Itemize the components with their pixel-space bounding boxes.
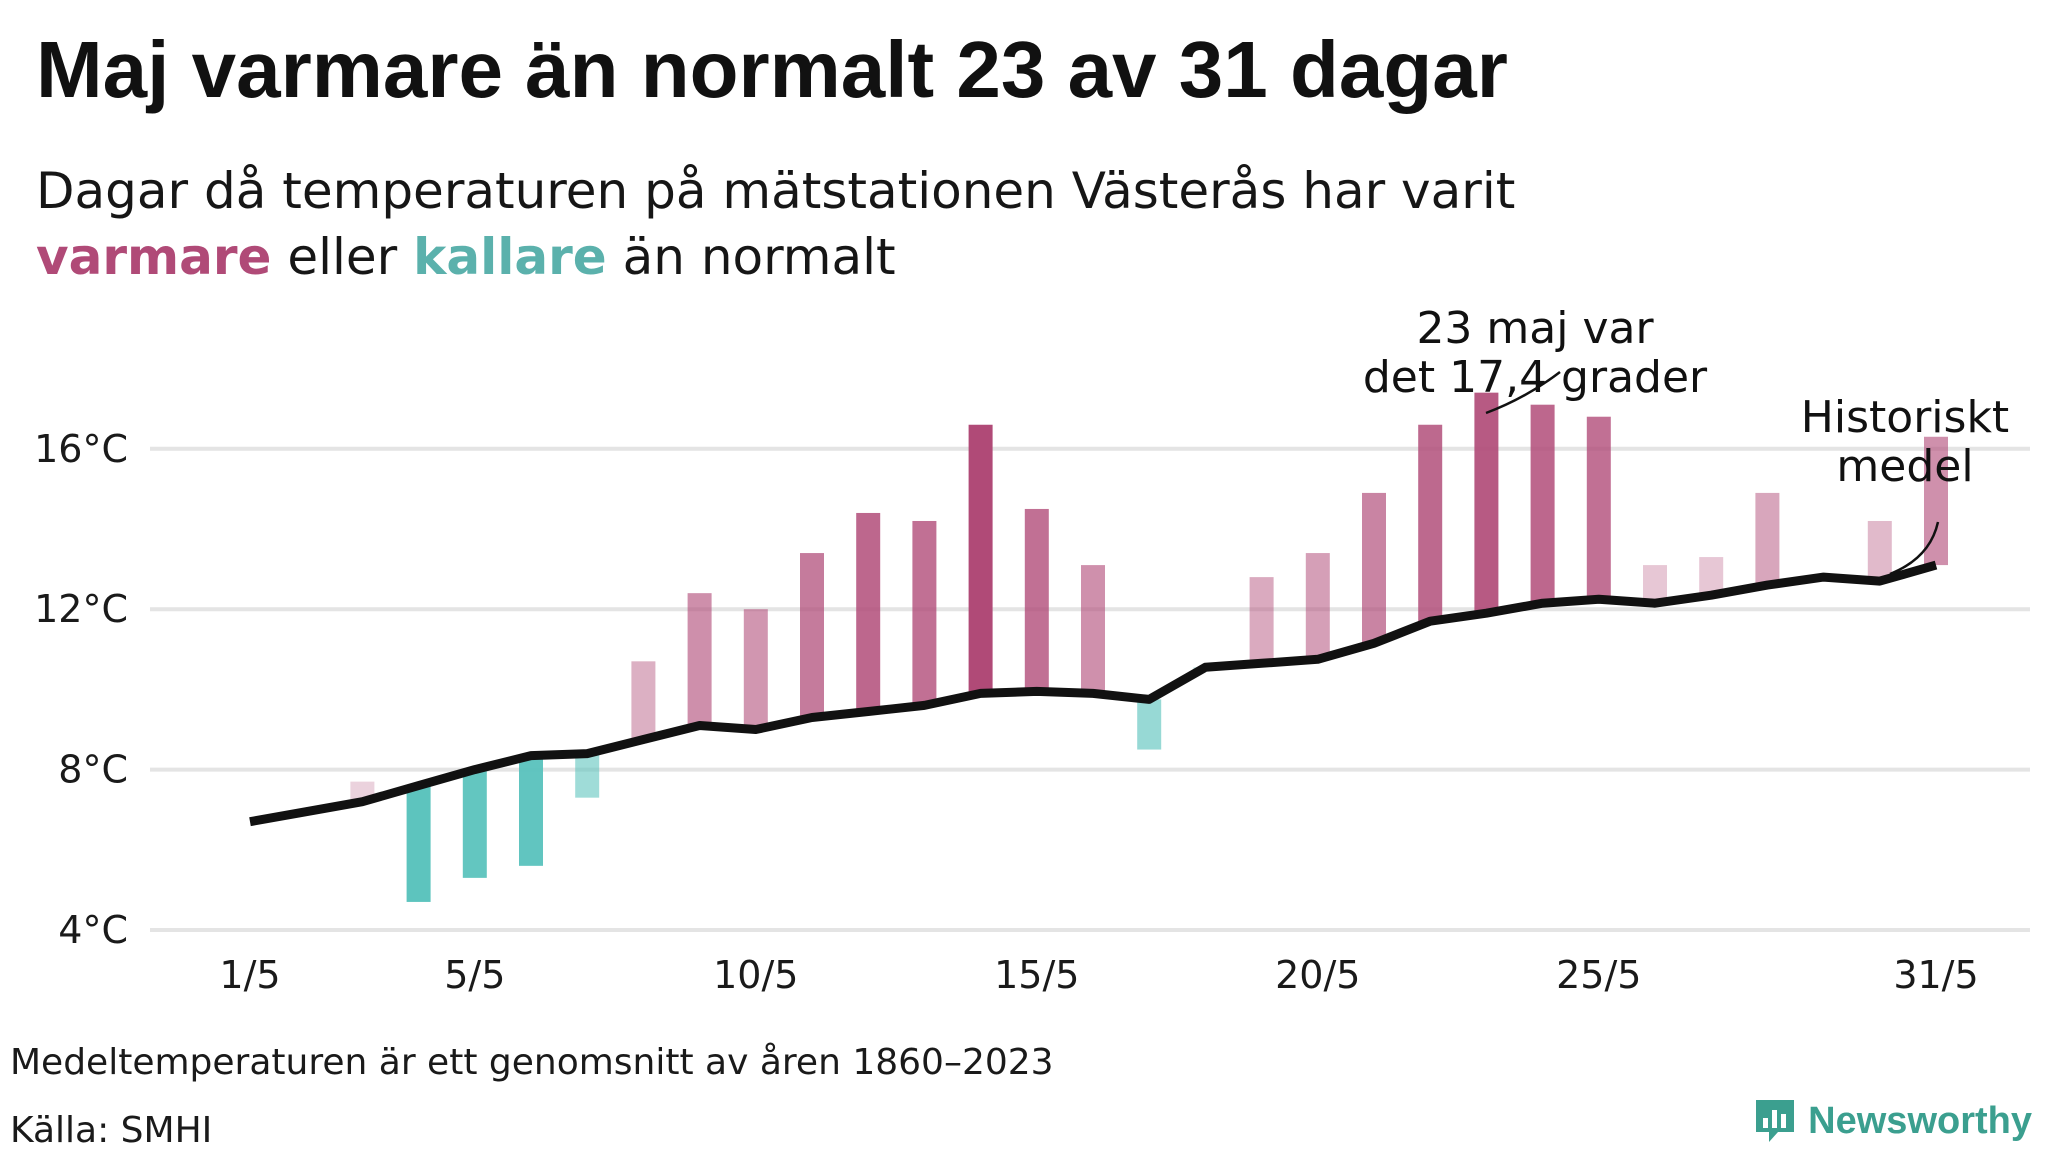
chart-title: Maj varmare än normalt 23 av 31 dagar <box>36 25 1508 114</box>
bar-warm-day-10 <box>743 609 768 730</box>
x-tick-label: 31/5 <box>1893 953 1978 997</box>
annotation-mean-line1: Historiskt <box>1801 392 2009 443</box>
bar-warm-day-27 <box>1699 557 1724 596</box>
annotation-mean-arrow <box>1889 521 1940 576</box>
bar-warm-day-20 <box>1305 553 1330 660</box>
x-tick-label: 5/5 <box>444 953 505 997</box>
brand-logo: Newsworthy <box>1752 1096 2032 1146</box>
annotations: 23 maj var det 17,4 grader Historiskt me… <box>1363 303 2009 576</box>
subtitle-end: än normalt <box>622 228 896 286</box>
bar-warm-day-19 <box>1249 577 1274 664</box>
bar-warm-day-13 <box>912 520 937 706</box>
bar-warm-day-14 <box>968 424 993 694</box>
footnote-mean: Medeltemperaturen är ett genomsnitt av å… <box>10 1042 1054 1083</box>
bar-cold-day-4 <box>406 785 431 902</box>
bar-warm-day-15 <box>1024 508 1049 692</box>
bar-cold-day-7 <box>575 753 600 798</box>
legend-cold: kallare <box>413 228 607 286</box>
newsworthy-logo-icon <box>1756 1100 1795 1142</box>
bar-warm-day-21 <box>1362 492 1386 644</box>
bar-warm-day-12 <box>856 512 881 712</box>
x-tick-label: 15/5 <box>994 953 1079 997</box>
bar-warm-day-16 <box>1081 565 1105 694</box>
x-tick-label: 25/5 <box>1556 953 1641 997</box>
bar-cold-day-6 <box>519 755 543 866</box>
brand-name: Newsworthy <box>1808 1099 2032 1142</box>
annotation-max-arrow <box>1485 371 1561 415</box>
annotation-max-line2: det 17,4 grader <box>1363 352 1708 403</box>
x-tick-label: 20/5 <box>1275 953 1360 997</box>
bar-warm-day-8 <box>631 661 656 740</box>
bar-warm-day-24 <box>1530 404 1555 604</box>
source-label: Källa: SMHI <box>10 1110 213 1151</box>
annotation-max-line1: 23 maj var <box>1416 303 1654 354</box>
y-tick-label: 12°C <box>34 587 128 631</box>
annotation-mean-line2: medel <box>1836 441 1973 492</box>
x-axis-labels: 1/5 5/5 10/5 15/5 20/5 25/5 31/5 <box>219 953 1978 997</box>
bars <box>350 392 1948 902</box>
bar-warm-day-26 <box>1643 565 1667 604</box>
bar-warm-day-28 <box>1755 492 1780 586</box>
bar-warm-day-25 <box>1586 416 1611 600</box>
y-tick-label: 16°C <box>34 427 128 471</box>
y-tick-label: 4°C <box>58 908 128 952</box>
legend-warm: varmare <box>36 228 272 286</box>
bar-warm-day-23 <box>1474 392 1499 614</box>
y-tick-label: 8°C <box>58 748 128 792</box>
chart-subtitle: Dagar då temperaturen på mätstationen Vä… <box>36 158 1515 290</box>
historical-mean-line <box>249 560 1938 827</box>
subtitle-line1: Dagar då temperaturen på mätstationen Vä… <box>36 162 1516 220</box>
bar-warm-day-11 <box>800 553 824 718</box>
bar-warm-day-22 <box>1418 424 1443 622</box>
subtitle-middle: eller <box>287 228 398 286</box>
bar-cold-day-17 <box>1137 699 1162 750</box>
y-axis-labels: 4°C 8°C 12°C 16°C <box>34 427 128 952</box>
bar-warm-day-30 <box>1867 520 1892 582</box>
x-tick-label: 10/5 <box>713 953 798 997</box>
x-tick-label: 1/5 <box>219 953 280 997</box>
bar-cold-day-5 <box>462 769 487 878</box>
bar-warm-day-9 <box>687 593 712 726</box>
